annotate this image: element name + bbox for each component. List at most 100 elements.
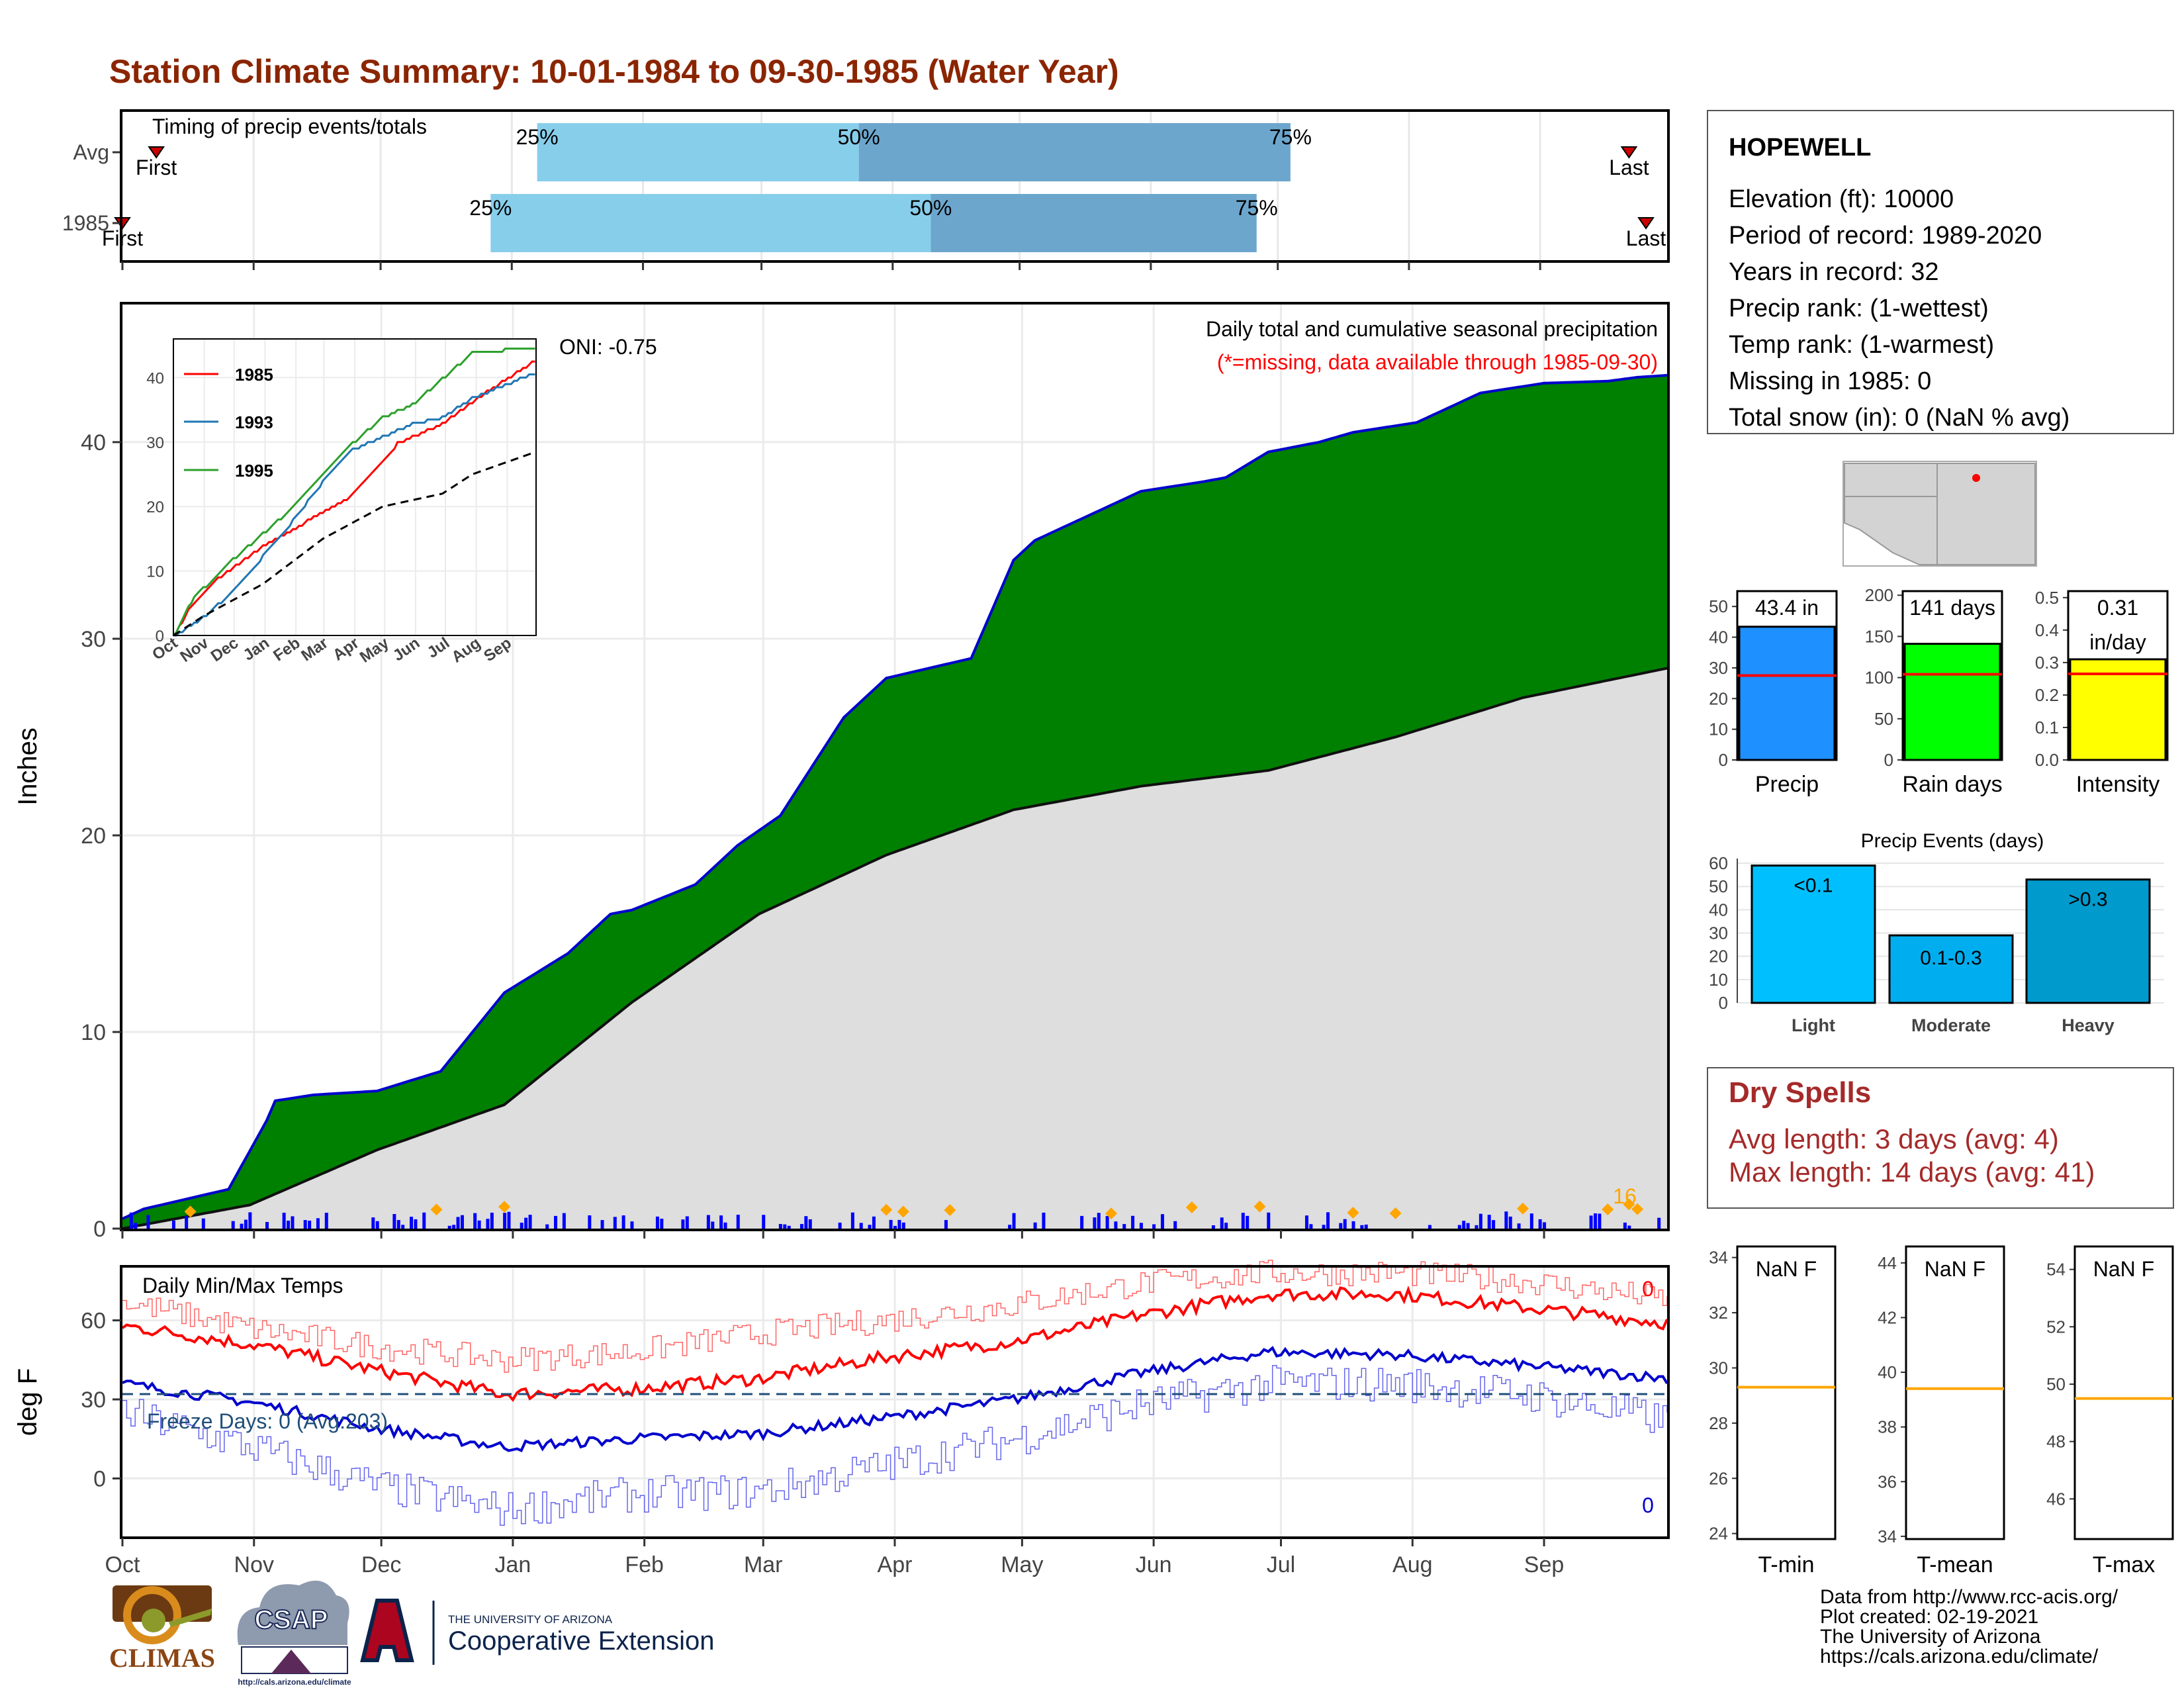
temp-ytick-label: 30: [81, 1387, 106, 1413]
timing-panel: 25% 50% 75% First Last Avg 25% 50% 75% First Last 1…: [62, 109, 1670, 270]
temp-summary-ytick-label: 50: [2046, 1374, 2066, 1394]
legend-1995: 1995: [235, 461, 273, 481]
daily-precip-bar: [1351, 1221, 1355, 1229]
timing-row-label: Avg: [73, 140, 109, 164]
station-marker: [1972, 474, 1980, 482]
summary-value-label-2: in/day: [2089, 630, 2146, 654]
temp-summary-ytick-label: 30: [1709, 1358, 1728, 1378]
daily-precip-bar: [486, 1219, 490, 1229]
daily-precip-bar: [524, 1217, 528, 1229]
daily-precip-bar: [324, 1213, 328, 1229]
daily-precip-bar: [146, 1215, 150, 1229]
daily-precip-bar: [422, 1212, 426, 1229]
daily-precip-bar: [787, 1225, 791, 1229]
daily-precip-bar: [392, 1213, 396, 1229]
event-marker: [430, 1203, 443, 1216]
daily-precip-bar: [681, 1219, 685, 1229]
daily-precip-bar: [1152, 1224, 1156, 1229]
daily-precip-bar: [477, 1220, 481, 1229]
daily-precip-bar: [562, 1213, 566, 1229]
daily-precip-bar: [1097, 1213, 1101, 1229]
daily-precip-bar: [528, 1215, 532, 1229]
main-ytick-label: 30: [81, 627, 106, 652]
daily-precip-bar: [1211, 1225, 1215, 1229]
temp-panel: 0 30 60 Oct Nov Dec Jan Feb Mar Apr May Jun Jul Aug Se…: [13, 1260, 1670, 1577]
event-marker: [1602, 1203, 1614, 1215]
daily-precip-bar: [1487, 1215, 1491, 1229]
daily-precip-bar: [1042, 1212, 1046, 1229]
daily-precip-bar: [889, 1219, 893, 1229]
month-label: Dec: [361, 1552, 401, 1577]
ua-big: Cooperative Extension: [448, 1626, 714, 1656]
daily-precip-bar: [1479, 1213, 1482, 1229]
summary-ytick-label: 50: [1874, 709, 1893, 729]
daily-precip-bar: [1012, 1213, 1016, 1229]
ua-small: THE UNIVERSITY OF ARIZONA: [448, 1613, 613, 1626]
daily-precip-bar: [240, 1223, 244, 1229]
temp-ytick-label: 0: [93, 1466, 106, 1491]
average-cumulative-area: [122, 668, 1667, 1229]
dry-spells-box: Dry Spells Avg length: 3 days (avg: 4) M…: [1707, 1067, 2174, 1209]
event-bar-inner-label: <0.1: [1794, 875, 1833, 897]
daily-precip-bar: [1529, 1213, 1533, 1229]
summary-ytick-label: 0: [1884, 750, 1893, 770]
marker-count: 16: [1613, 1184, 1637, 1208]
daily-precip-bar: [1080, 1215, 1084, 1229]
daily-precip-bar: [1538, 1219, 1542, 1229]
min-count: 0: [1642, 1493, 1654, 1517]
precip-panel: 0 10 20 30 40 Inches ONI: -0.75 Daily total …: [13, 302, 1670, 1242]
daily-precip-bar: [503, 1213, 507, 1229]
csap-logo: CSAP http://cals.arizona.edu/climate: [237, 1580, 351, 1687]
precip-desc: Daily total and cumulative seasonal prec…: [1206, 317, 1658, 341]
daily-precip-bar: [1304, 1215, 1308, 1229]
daily-precip-bar: [1220, 1217, 1224, 1229]
summary-bar-label: Precip: [1755, 772, 1819, 797]
event-marker: [1105, 1207, 1118, 1220]
daily-precip-bar: [1360, 1225, 1364, 1229]
avg-min-line: [122, 1346, 1668, 1452]
timing-row-label: 1985: [62, 211, 109, 235]
month-label: Aug: [1392, 1552, 1433, 1577]
event-marker: [184, 1205, 197, 1218]
daily-precip-bar: [901, 1222, 905, 1229]
daily-precip-bar: [1504, 1211, 1508, 1229]
temp-summary-ytick-label: 24: [1709, 1524, 1728, 1544]
daily-precip-bar: [1241, 1213, 1245, 1229]
daily-precip-bar: [447, 1225, 451, 1229]
legend-1993: 1993: [235, 412, 273, 432]
summary-ytick-label: 0.4: [2035, 620, 2059, 640]
daily-precip-bar: [1326, 1212, 1330, 1229]
daily-precip-bar: [1343, 1219, 1347, 1229]
station-line: Years in record: 32: [1729, 258, 1939, 286]
daily-precip-bar: [1589, 1215, 1593, 1229]
daily-precip-bar: [804, 1216, 808, 1229]
temp-summary-value: NaN F: [1756, 1257, 1817, 1281]
daily-precip-bar: [1492, 1220, 1496, 1229]
summary-ytick-label: 0.1: [2035, 718, 2059, 737]
daily-precip-bar: [600, 1220, 604, 1229]
temp-summary-frame: [1736, 1245, 1837, 1540]
daily-precip-bar: [1114, 1221, 1118, 1229]
daily-precip-bar: [1173, 1221, 1177, 1229]
legend-1985: 1985: [235, 365, 273, 385]
temp-summary-label: T-min: [1758, 1552, 1815, 1577]
summary-value-label: 141 days: [1909, 596, 1995, 620]
temp-summary-panel: 34 36 38 40 42 44 NaN F T-mean: [1878, 1245, 2005, 1577]
event-marker: [1253, 1200, 1266, 1213]
daily-precip-bar: [621, 1215, 625, 1229]
event-marker: [1389, 1207, 1402, 1219]
average-cumulative-line: [122, 667, 1668, 1230]
daily-precip-bar: [723, 1222, 727, 1229]
temp-title: Daily Min/Max Temps: [142, 1274, 343, 1297]
timing-frame: [120, 109, 1670, 263]
summary-ytick-label: 30: [1709, 658, 1728, 678]
max-count: 0: [1642, 1277, 1654, 1301]
event-marker: [1516, 1202, 1529, 1215]
summary-ytick-label: 0.3: [2035, 653, 2059, 673]
daily-precip-bar: [248, 1212, 252, 1229]
daily-precip-bar: [452, 1225, 456, 1229]
daily-precip-bar: [613, 1217, 617, 1229]
daily-precip-bar: [1160, 1214, 1164, 1229]
station-name: HOPEWELL: [1729, 134, 1871, 162]
summary-value-bar: [1903, 643, 2001, 761]
